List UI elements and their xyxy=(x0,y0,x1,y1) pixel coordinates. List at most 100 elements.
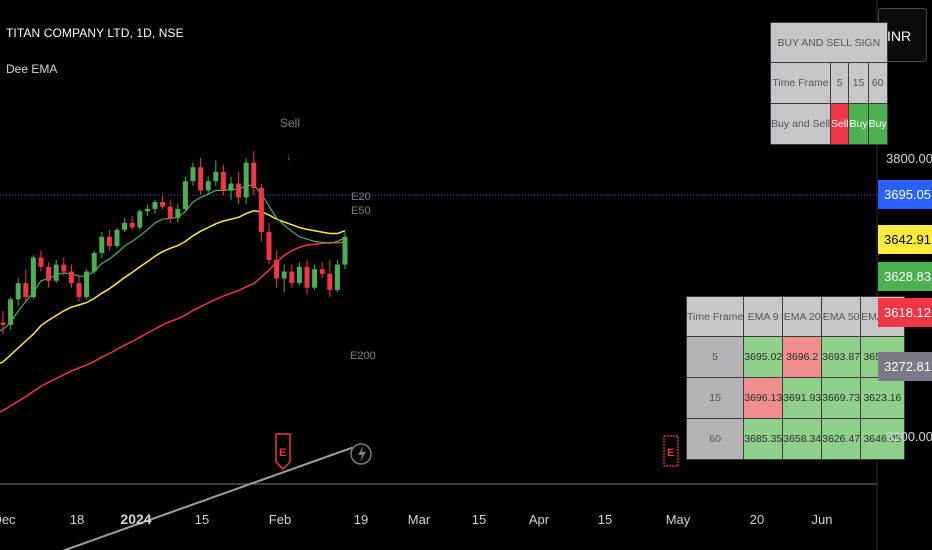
candle-body xyxy=(114,229,120,247)
ema-header-cell: EMA 9 xyxy=(743,296,784,337)
time-tick: 15 xyxy=(195,512,209,527)
candle-body xyxy=(76,283,82,297)
candles xyxy=(0,151,348,335)
price-tick: 3800.00 xyxy=(886,151,932,166)
candle-body xyxy=(152,202,158,209)
candle-body xyxy=(304,266,310,288)
candle-body xyxy=(251,162,257,189)
signal-cell-buy: Buy xyxy=(867,103,888,145)
ema-cell: 3695.02 xyxy=(743,336,784,378)
signal-header-cell: 60 xyxy=(867,62,888,104)
candle-body xyxy=(296,266,302,284)
candle-body xyxy=(122,222,128,230)
signal-cell-buy: Buy xyxy=(848,103,869,145)
signal-table: BUY AND SELL SIGN Time Frame 5 15 60 Buy… xyxy=(770,22,888,145)
e50-annotation: E50 xyxy=(351,205,371,217)
price-label-ema20: 3642.91 xyxy=(878,225,932,254)
svg-text:E: E xyxy=(667,447,674,459)
sell-arrow-icon: ↓ xyxy=(286,152,291,163)
earnings-icon[interactable]: E xyxy=(275,433,291,471)
candle-body xyxy=(144,208,150,212)
ema200-line xyxy=(62,446,353,550)
candle-body xyxy=(312,269,318,288)
candle-body xyxy=(137,211,143,228)
candle-body xyxy=(243,162,249,198)
ema-cell: 3658.34 xyxy=(782,418,823,460)
ema50-line xyxy=(0,241,346,413)
candle-body xyxy=(327,273,333,291)
ema-row-label: 15 xyxy=(685,377,745,419)
candle-body xyxy=(258,188,264,233)
signal-header-cell: Time Frame xyxy=(770,62,831,104)
ema-cell: 3669.73 xyxy=(821,377,862,419)
time-tick: Jun xyxy=(812,512,833,527)
ema-cell: 3693.87 xyxy=(821,336,862,378)
time-tick: 19 xyxy=(354,512,368,527)
e200-annotation: E200 xyxy=(350,350,376,362)
price-label-ema200: 3272.81 xyxy=(878,352,932,381)
svg-text:E: E xyxy=(279,447,286,459)
time-tick: 18 xyxy=(70,512,84,527)
candle-body xyxy=(53,264,59,281)
candle-body xyxy=(319,269,325,274)
earnings-future-icon[interactable]: E xyxy=(663,435,679,467)
e20-annotation: E20 xyxy=(351,191,371,203)
signal-row-label: Buy and Sell xyxy=(770,103,831,145)
time-tick: Mar xyxy=(408,512,431,527)
ema-cell: 3696.2 xyxy=(782,336,823,378)
lightning-icon[interactable] xyxy=(350,443,372,465)
time-tick: Dec xyxy=(0,512,16,527)
candle-body xyxy=(106,236,112,247)
candle-body xyxy=(175,208,181,219)
candle-body xyxy=(213,171,219,182)
candle-body xyxy=(8,299,14,325)
candle-body xyxy=(15,283,21,300)
time-axis: Dec 18 2024 15 Feb 19 Mar 15 Apr 15 May 20 Jun xyxy=(0,511,832,527)
price-label-last: 3695.05 xyxy=(878,180,932,209)
ema-header-cell: EMA 20 xyxy=(782,296,823,337)
candle-body xyxy=(61,264,67,272)
ema-cell: 3623.16 xyxy=(860,377,905,419)
time-tick: Feb xyxy=(269,512,291,527)
ema-cell: 3626.47 xyxy=(821,418,862,460)
time-tick: 15 xyxy=(598,512,612,527)
candle-body xyxy=(281,271,287,279)
ema-cell: 3646.05 xyxy=(860,418,905,460)
ema-header-cell: EMA 50 xyxy=(821,296,862,337)
candle-body xyxy=(91,252,97,272)
price-label-ema50: 3618.12 xyxy=(878,298,932,327)
ema-row-label: 60 xyxy=(685,418,745,460)
candle-body xyxy=(205,181,211,191)
candle-body xyxy=(266,232,272,260)
candle-body xyxy=(334,264,340,291)
symbol-title[interactable]: TITAN COMPANY LTD, 1D, NSE xyxy=(6,26,184,40)
candle-body xyxy=(23,283,29,297)
time-tick: 20 xyxy=(750,512,764,527)
candle-body xyxy=(46,266,52,281)
candle-body xyxy=(236,183,242,198)
signal-header-cell: 5 xyxy=(829,62,850,104)
candle-body xyxy=(274,259,280,279)
signal-cell-sell: Sell xyxy=(829,103,850,145)
indicator-name[interactable]: Dee EMA xyxy=(6,62,58,76)
signal-table-title: BUY AND SELL SIGN xyxy=(770,22,888,63)
candle-body xyxy=(190,167,196,182)
sell-annotation: Sell xyxy=(280,116,300,130)
candle-body xyxy=(342,236,348,265)
candle-body xyxy=(38,257,44,267)
candle-body xyxy=(160,202,166,207)
ema-header-cell: Time Frame xyxy=(685,296,745,337)
candle-body xyxy=(289,271,295,284)
time-tick: May xyxy=(666,512,691,527)
price-label-ema9: 3628.83 xyxy=(878,262,932,291)
price-tick: 3200.00 xyxy=(886,429,932,444)
ema-cell: 3685.35 xyxy=(743,418,784,460)
ema-table: Time Frame EMA 9 EMA 20 EMA 50 EMA 200 5… xyxy=(685,296,905,460)
candle-body xyxy=(228,183,234,191)
candle-body xyxy=(182,181,188,209)
candle-body xyxy=(30,257,36,297)
ema-row-label: 5 xyxy=(685,336,745,378)
candle-body xyxy=(84,271,90,297)
candle-body xyxy=(68,271,74,284)
ema-cell: 3696.13 xyxy=(743,377,784,419)
